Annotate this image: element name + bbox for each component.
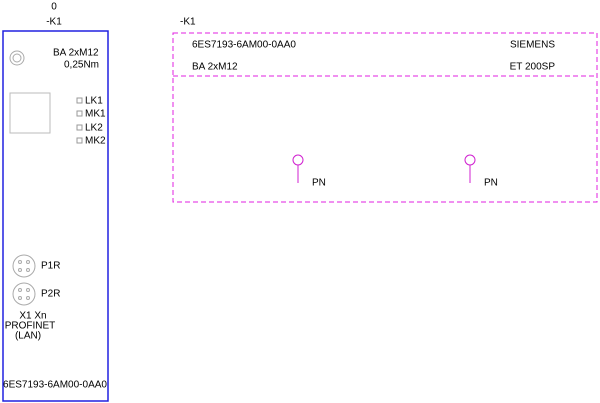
connector-outline (12, 254, 36, 278)
connector-pin (26, 268, 30, 272)
module-torque: 0,25Nm (64, 60, 99, 71)
led-label: MK1 (85, 109, 106, 120)
module-name: BA 2xM12 (53, 48, 99, 59)
connector-pin (18, 296, 22, 300)
module-tag: -K1 (180, 17, 196, 28)
led-label: MK2 (85, 136, 106, 147)
led-label: LK2 (85, 123, 103, 134)
connector-pin (26, 296, 30, 300)
manufacturer: SIEMENS (510, 40, 555, 51)
interface-label: X1 Xn (19, 311, 46, 322)
family: ET 200SP (510, 62, 556, 73)
led-group: LK1 MK1 LK2 MK2 (76, 96, 106, 147)
port-label: P1R (41, 261, 60, 272)
led (76, 137, 83, 144)
part-number: 6ES7193-6AM00-0AA0 (3, 380, 107, 391)
port-label: PN (312, 178, 326, 189)
screw-icon (9, 50, 25, 66)
connector-pin (18, 288, 22, 292)
led-label: LK1 (85, 96, 103, 107)
port-symbols (292, 154, 476, 183)
module-tag: -K1 (46, 17, 62, 28)
led (76, 97, 83, 104)
screw-icon-inner (12, 53, 22, 63)
interface-label: (LAN) (15, 331, 41, 342)
port-connector (12, 254, 36, 306)
module-frame (2, 30, 109, 402)
module-frame (172, 32, 598, 203)
connector-pin (26, 288, 30, 292)
interface-label: PROFINET (5, 321, 56, 332)
module-name: BA 2xM12 (192, 62, 238, 73)
port-symbol (292, 154, 304, 166)
led (76, 110, 83, 117)
connector-pin (18, 268, 22, 272)
port-symbol (464, 154, 476, 166)
connector-outline (12, 282, 36, 306)
part-number: 6ES7193-6AM00-0AA0 (192, 40, 296, 51)
led (76, 124, 83, 131)
port-label: P2R (41, 289, 60, 300)
connector-pin (26, 260, 30, 264)
port-label: PN (484, 178, 498, 189)
module-index: 0 (51, 2, 57, 13)
label-field (9, 92, 51, 134)
connector-pin (18, 260, 22, 264)
